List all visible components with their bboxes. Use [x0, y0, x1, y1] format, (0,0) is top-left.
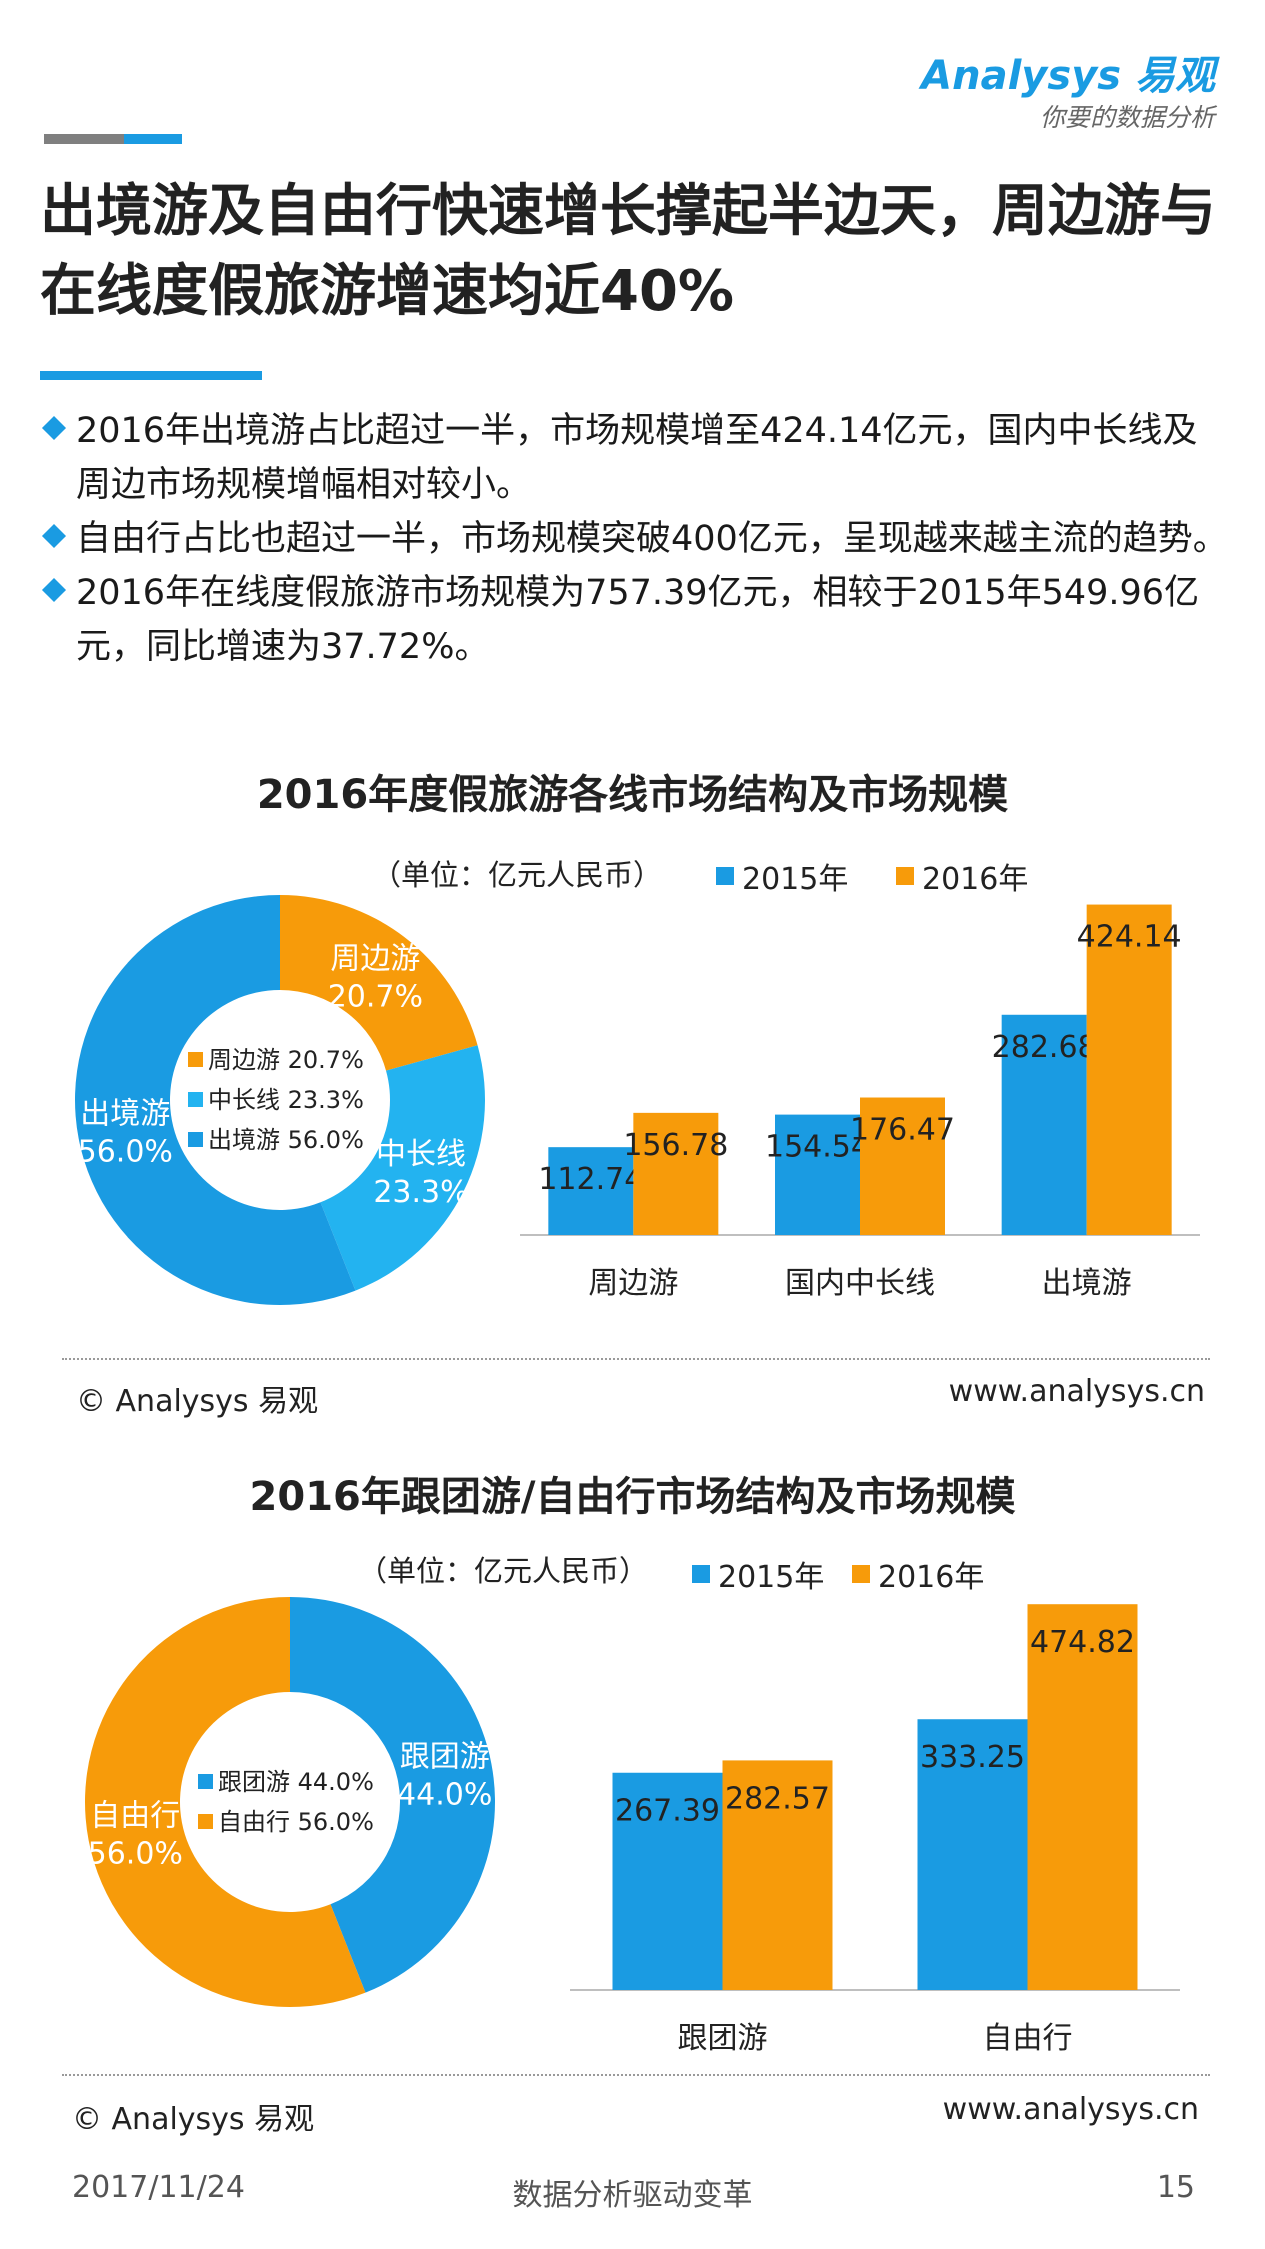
donut1-legend-swatch-1	[188, 1092, 203, 1107]
donut2-slice-name-1: 自由行	[90, 1799, 180, 1834]
bars1-value-label-0-1: 154.54	[765, 1130, 870, 1165]
donut1-slice-0	[280, 895, 478, 1071]
bars2-category-label-0: 跟团游	[678, 2021, 768, 2056]
bullet-item: 2016年出境游占比超过一半，市场规模增至424.14亿元，国内中长线及周边市场…	[40, 404, 1230, 512]
donut1-slice-name-0: 周边游	[330, 942, 420, 977]
bars1-value-label-1-2: 424.14	[1077, 920, 1182, 955]
page-title: 出境游及自由行快速增长撑起半边天，周边游与在线度假旅游增速均近40%	[40, 179, 1216, 324]
bars2-value-label-0-1: 333.25	[920, 1740, 1025, 1775]
bullet-list: 2016年出境游占比超过一半，市场规模增至424.14亿元，国内中长线及周边市场…	[40, 404, 1230, 674]
legend-2016: 2016年	[852, 1552, 984, 1596]
diamond-bullet-icon	[41, 523, 67, 549]
donut2-slice-1	[85, 1597, 366, 2007]
legend-2016: 2016年	[896, 854, 1028, 898]
donut1-legend-swatch-2	[188, 1132, 203, 1147]
bars2-bar-1-0	[722, 1760, 833, 1990]
divider	[62, 2074, 1210, 2076]
donut2-legend-swatch-0	[198, 1774, 213, 1789]
diamond-bullet-icon	[41, 577, 67, 603]
logo-tagline: 你要的数据分析	[1039, 103, 1215, 132]
bars1-category-label-0: 周边游	[588, 1266, 678, 1301]
bullet-item: 2016年在线度假旅游市场规模为757.39亿元，相较于2015年549.96亿…	[40, 566, 1230, 674]
bars2-bar-0-1	[917, 1719, 1028, 1990]
legend-swatch-2015	[692, 1565, 710, 1583]
donut1-legend-label-1: 中长线 23.3%	[208, 1086, 364, 1114]
donut2-legend-label-0: 跟团游 44.0%	[218, 1768, 374, 1796]
footer-copyright: © Analysys 易观	[76, 1384, 319, 1419]
bullet-item: 自由行占比也超过一半，市场规模突破400亿元，呈现越来越主流的趋势。	[40, 512, 1230, 566]
bars2-value-label-1-0: 282.57	[725, 1781, 830, 1816]
donut1-slice-2	[75, 895, 356, 1305]
legend-swatch-2016	[896, 867, 914, 885]
bars2-value-label-0-0: 267.39	[615, 1794, 720, 1829]
donut1-legend-label-0: 周边游 20.7%	[208, 1046, 364, 1074]
bar-chart-tour-type: 267.39 282.57 跟团游 333.25 474.82 自由行	[570, 1604, 1180, 2056]
bullet-text: 2016年在线度假旅游市场规模为757.39亿元，相较于2015年549.96亿…	[76, 573, 1200, 667]
donut2-legend-label-1: 自由行 56.0%	[218, 1808, 374, 1836]
footer-url: www.analysys.cn	[942, 2092, 1199, 2127]
legend-2015: 2015年	[716, 854, 848, 898]
bars2-value-label-1-1: 474.82	[1030, 1625, 1135, 1660]
bars1-category-label-1: 国内中长线	[785, 1266, 935, 1301]
bars1-bar-1-1	[860, 1097, 945, 1235]
analysys-logo: Analysys 易观 你要的数据分析	[915, 52, 1215, 134]
chart2-title: 2016年跟团游/自由行市场结构及市场规模	[249, 1474, 1016, 1520]
donut2-slice-name-0: 跟团游	[400, 1739, 490, 1774]
bars1-value-label-0-2: 282.68	[992, 1030, 1097, 1065]
page-number: 15	[1156, 2170, 1195, 2205]
donut2-legend-swatch-1	[198, 1814, 213, 1829]
donut2-slice-0	[290, 1597, 496, 1993]
bars1-category-label-2: 出境游	[1042, 1266, 1132, 1301]
donut1-slice-name-1: 中长线	[376, 1137, 466, 1172]
legend-2015: 2015年	[692, 1552, 824, 1596]
legend-swatch-2015	[716, 867, 734, 885]
donut2-slice-label-0: 44.0%	[397, 1777, 492, 1812]
donut1-slice-label-1: 23.3%	[373, 1175, 468, 1210]
donut1-slice-label-0: 20.7%	[328, 980, 423, 1015]
legend-swatch-2016	[852, 1565, 870, 1583]
chart1-title: 2016年度假旅游各线市场结构及市场规模	[256, 772, 1009, 818]
logo-text: Analysys 易观	[921, 53, 1215, 99]
chart2-unit: （单位：亿元人民币）	[358, 1554, 649, 1588]
bars1-value-label-1-0: 156.78	[623, 1128, 728, 1163]
donut1-legend-swatch-0	[188, 1052, 203, 1067]
bars1-bar-1-2	[1086, 904, 1172, 1235]
donut2-slice-label-1: 56.0%	[88, 1837, 183, 1872]
donut1-slice-name-2: 出境游	[80, 1097, 170, 1132]
bars2-bar-1-1	[1027, 1604, 1138, 1990]
footer-copyright: © Analysys 易观	[72, 2102, 315, 2137]
donut1-slice-1	[320, 1045, 486, 1291]
page-slogan: 数据分析驱动变革	[512, 2178, 753, 2213]
page-date: 2017/11/24	[72, 2170, 245, 2205]
divider	[62, 1358, 1210, 1360]
bars1-value-label-1-1: 176.47	[850, 1113, 955, 1148]
footer-url: www.analysys.cn	[948, 1374, 1205, 1409]
bars1-bar-0-1	[775, 1114, 860, 1235]
title-underline	[40, 371, 262, 380]
bullet-text: 自由行占比也超过一半，市场规模突破400亿元，呈现越来越主流的趋势。	[76, 519, 1228, 559]
bars1-value-label-0-0: 112.74	[538, 1162, 643, 1197]
bars1-bar-0-0	[548, 1147, 634, 1235]
header-accent-bar	[44, 134, 182, 144]
chart1-unit: （单位：亿元人民币）	[372, 858, 663, 892]
diamond-bullet-icon	[41, 415, 67, 441]
bars1-bar-0-2	[1001, 1014, 1087, 1235]
bullet-text: 2016年出境游占比超过一半，市场规模增至424.14亿元，国内中长线及周边市场…	[76, 411, 1198, 505]
donut1-legend-label-2: 出境游 56.0%	[208, 1126, 364, 1154]
bars1-bar-1-0	[633, 1112, 719, 1235]
bars2-bar-0-0	[612, 1772, 723, 1990]
donut1-slice-label-2: 56.0%	[78, 1135, 173, 1170]
bars2-category-label-1: 自由行	[983, 2021, 1073, 2056]
